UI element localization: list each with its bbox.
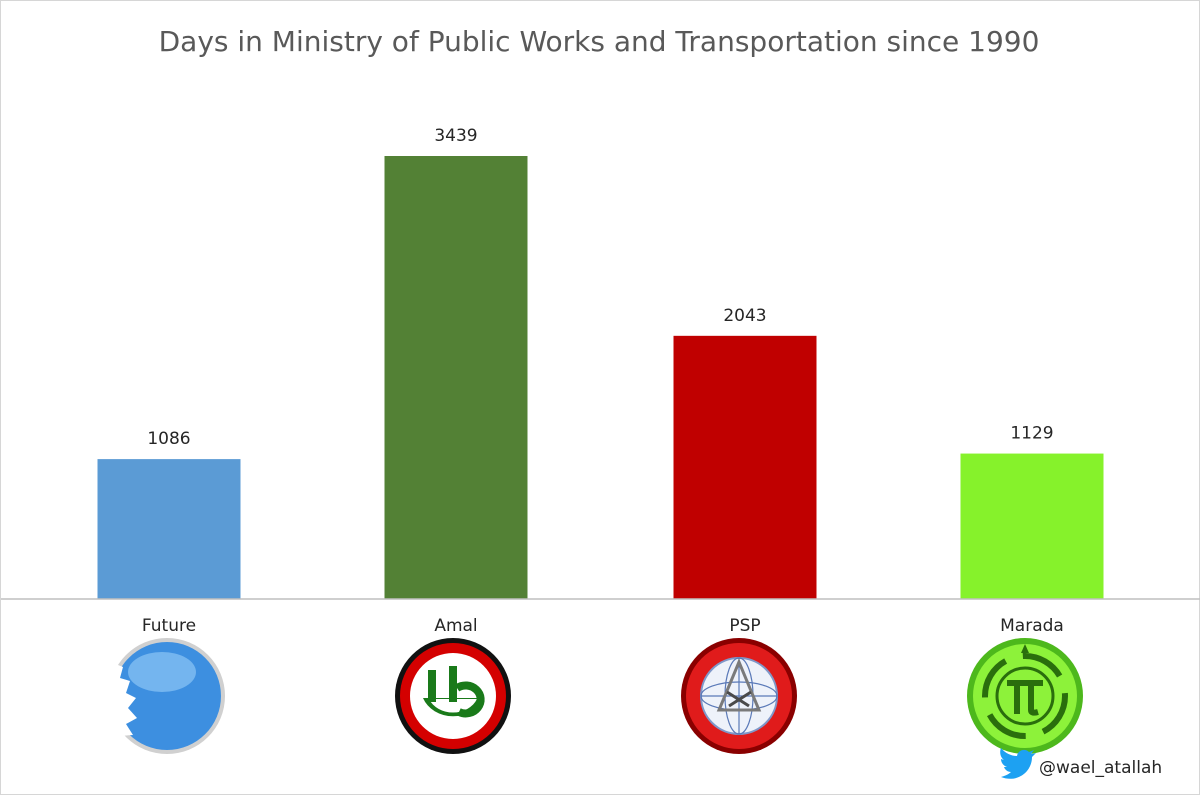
twitter-bird-icon [1000, 748, 1036, 779]
data-labels-group: 1086 3439 2043 1129 [147, 126, 1053, 449]
chart-title: Days in Ministry of Public Works and Tra… [159, 25, 1040, 58]
bar-psp [673, 335, 817, 599]
twitter-handle: @wael_atallah [1039, 758, 1162, 778]
category-label-amal: Amal [434, 616, 477, 636]
bar-future [97, 459, 241, 599]
data-label-psp: 2043 [723, 306, 766, 326]
bar-marada [960, 453, 1104, 599]
data-label-amal: 3439 [434, 126, 477, 146]
bars-group [97, 156, 1104, 599]
data-label-future: 1086 [147, 429, 190, 449]
marada-logo [967, 638, 1083, 754]
future-logo [107, 638, 225, 754]
category-label-future: Future [142, 616, 196, 636]
category-label-marada: Marada [1000, 616, 1064, 636]
starburst-icon [107, 663, 137, 748]
psp-logo [681, 638, 797, 754]
twitter-credit: @wael_atallah [1000, 748, 1162, 779]
amal-logo [395, 638, 511, 754]
data-label-marada: 1129 [1010, 424, 1053, 444]
category-label-psp: PSP [729, 616, 760, 636]
bar-amal [384, 156, 528, 599]
category-labels-group: Future Amal PSP Marada [142, 616, 1064, 636]
